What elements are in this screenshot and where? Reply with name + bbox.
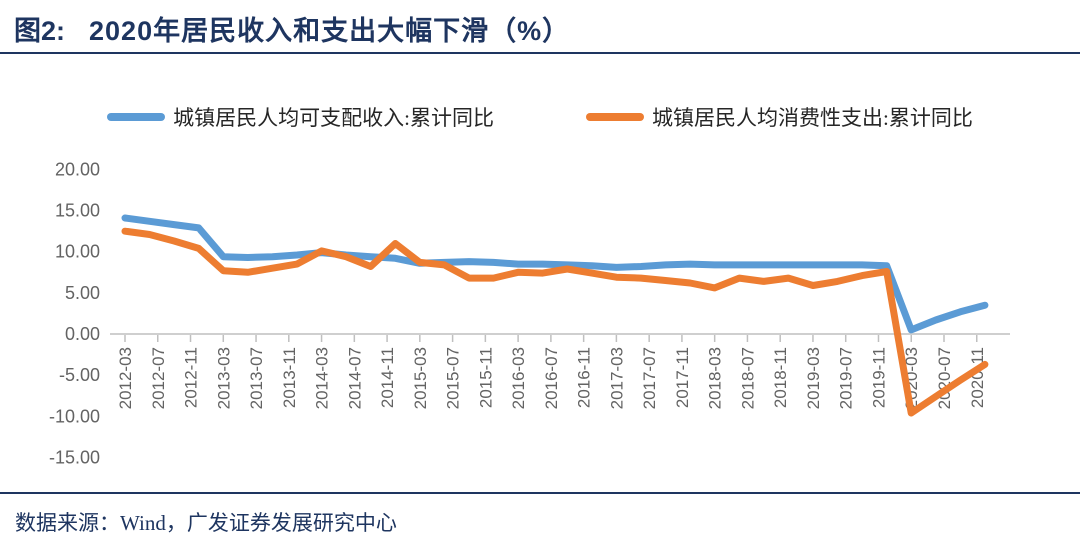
x-tick-label: 2016-07 xyxy=(542,347,561,409)
x-tick-label: 2013-11 xyxy=(280,347,299,408)
x-tick-label: 2019-11 xyxy=(869,347,888,408)
y-tick-label: -10.00 xyxy=(49,406,100,426)
legend-item-consumption-line: 城镇居民人均消费性支出:累计同比 xyxy=(586,102,973,132)
x-tick-label: 2012-03 xyxy=(116,347,135,409)
figure-title: 2020年居民收入和支出大幅下滑（%） xyxy=(89,16,571,46)
x-tick-label: 2016-11 xyxy=(575,347,594,408)
title-divider xyxy=(0,52,1080,54)
y-tick-label: 15.00 xyxy=(55,201,100,221)
legend-label: 城镇居民人均消费性支出:累计同比 xyxy=(652,106,973,130)
x-tick-label: 2015-07 xyxy=(444,347,463,409)
legend-label: 城镇居民人均可支配收入:累计同比 xyxy=(173,106,494,130)
legend-marker-income-line xyxy=(107,113,166,121)
x-tick-label: 2017-03 xyxy=(607,347,626,409)
x-tick-label: 2019-07 xyxy=(837,347,856,409)
x-tick-label: 2017-07 xyxy=(640,347,659,409)
x-tick-label: 2015-11 xyxy=(476,347,495,408)
legend-item-income-line: 城镇居民人均可支配收入:累计同比 xyxy=(107,102,494,132)
y-tick-label: 0.00 xyxy=(65,324,100,344)
x-tick-label: 2012-11 xyxy=(182,347,201,408)
consumption-line xyxy=(121,227,989,417)
footer-divider xyxy=(0,492,1080,494)
x-tick-label: 2018-11 xyxy=(771,347,790,408)
x-tick-label: 2015-03 xyxy=(411,347,430,409)
data-source: 数据来源：Wind，广发证券发展研究中心 xyxy=(15,511,397,535)
x-tick-label: 2018-03 xyxy=(706,347,725,409)
y-tick-label: -5.00 xyxy=(59,365,100,385)
x-tick-label: 2018-07 xyxy=(738,347,757,409)
x-tick-label: 2019-03 xyxy=(804,347,823,409)
y-tick-label: 10.00 xyxy=(55,242,100,262)
x-axis xyxy=(110,333,1010,342)
x-tick-label: 2014-11 xyxy=(378,347,397,408)
chart-legend: 城镇居民人均可支配收入:累计同比 城镇居民人均消费性支出:累计同比 xyxy=(0,102,1080,132)
y-tick-label: -15.00 xyxy=(49,447,100,467)
x-tick-label: 2014-03 xyxy=(313,347,332,409)
x-axis-labels: 2012-03 2012-07 2012-11 2013-03 2013-07 2013-… xyxy=(116,347,987,409)
figure-number: 图2: xyxy=(14,16,66,46)
income-line xyxy=(121,214,989,334)
figure-title-row: 图2: 2020年居民收入和支出大幅下滑（%） xyxy=(14,9,570,48)
y-tick-label: 20.00 xyxy=(55,159,100,179)
y-tick-label: 5.00 xyxy=(65,283,100,303)
legend-marker-consumption-line xyxy=(586,113,644,121)
y-axis-labels: 20.00 15.00 10.00 5.00 0.00 -5.00 -10.00 -15.00 xyxy=(49,159,100,467)
x-tick-label: 2013-03 xyxy=(214,347,233,409)
x-tick-label: 2017-11 xyxy=(673,347,692,408)
x-tick-label: 2012-07 xyxy=(149,347,168,409)
x-tick-label: 2020-07 xyxy=(935,347,954,409)
x-tick-label: 2014-07 xyxy=(345,347,364,409)
x-tick-label: 2013-07 xyxy=(247,347,266,409)
x-tick-label: 2016-03 xyxy=(509,347,528,409)
